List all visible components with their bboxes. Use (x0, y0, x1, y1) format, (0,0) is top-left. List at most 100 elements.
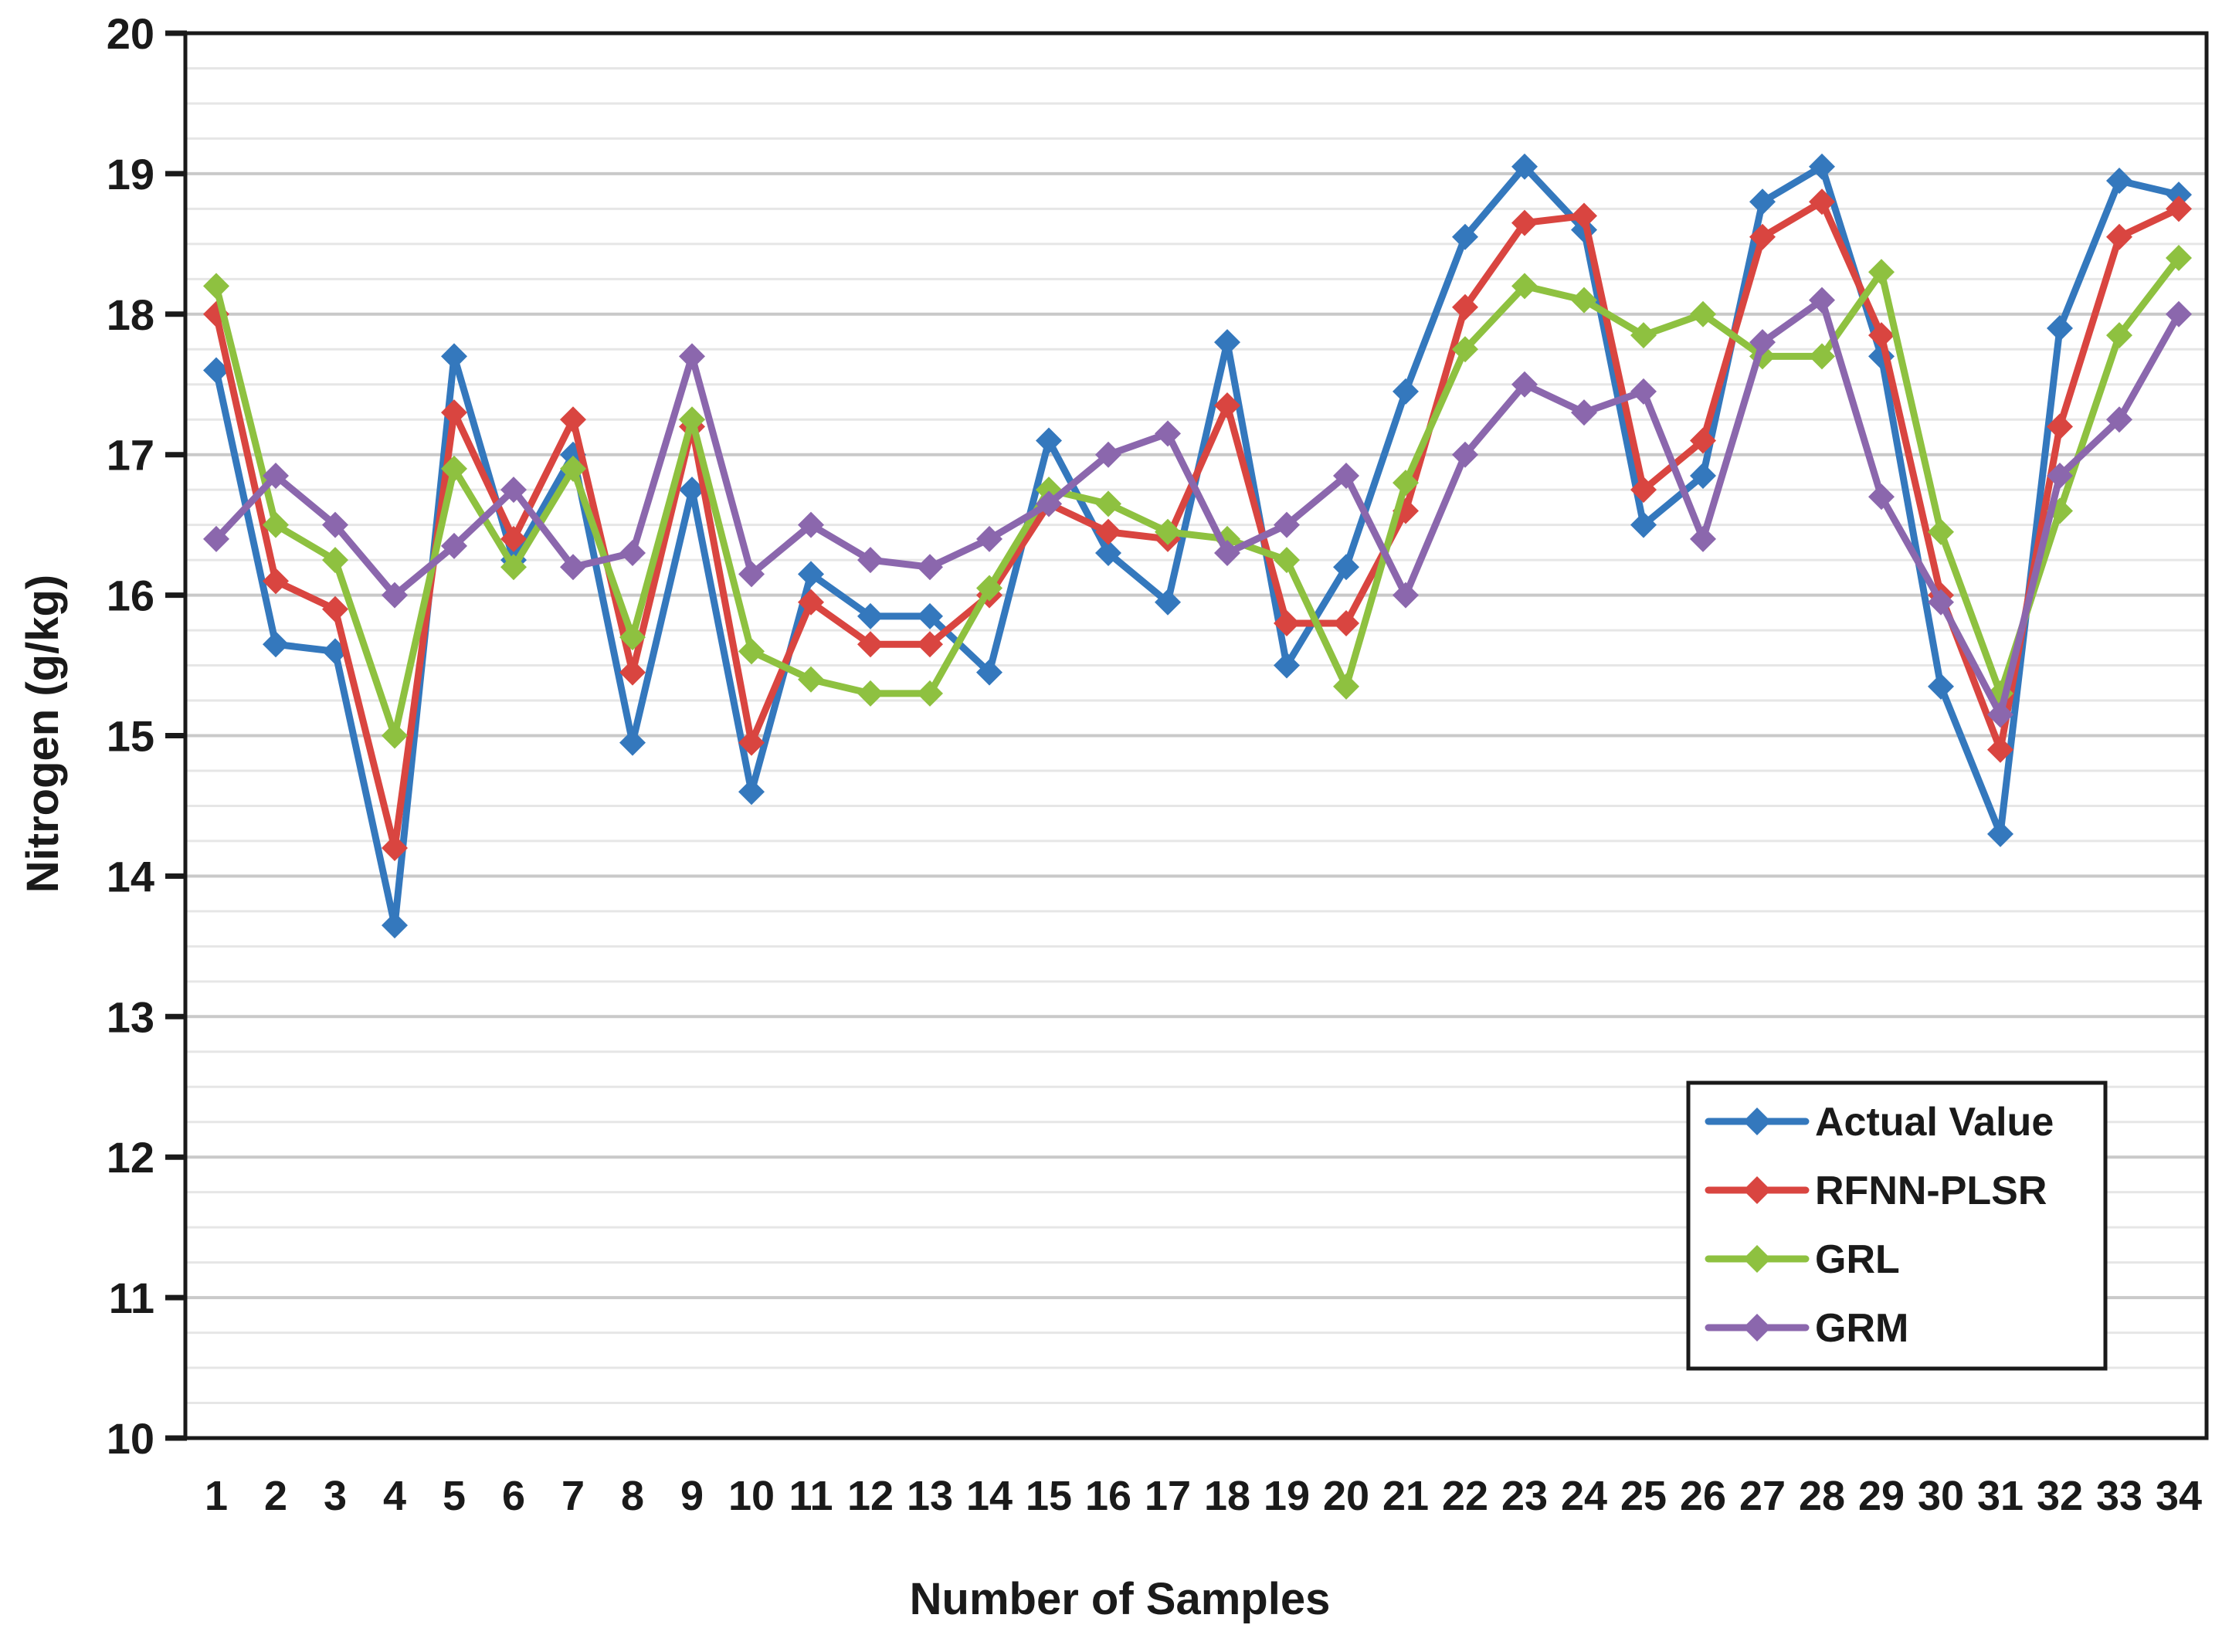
data-point-marker-grm (2106, 406, 2132, 433)
data-point-marker-grm (1928, 589, 1954, 616)
data-point-marker-actual-value (2106, 167, 2132, 194)
data-point-marker-grm (382, 582, 408, 609)
data-point-marker-grl (1630, 322, 1657, 349)
legend-marker-icon (1743, 1108, 1771, 1135)
x-tick-label: 5 (443, 1473, 466, 1519)
data-point-marker-grm (1095, 441, 1121, 468)
y-tick-label: 12 (107, 1133, 154, 1182)
chart-legend: Actual Value RFNN-PLSR GRL GRM (1686, 1080, 2108, 1371)
x-tick-label: 9 (680, 1473, 704, 1519)
legend-item-grl: GRL (1705, 1237, 1900, 1282)
data-point-marker-actual-value (1095, 540, 1121, 567)
data-point-marker-grm (976, 525, 1002, 552)
data-point-marker-grl (976, 575, 1002, 602)
data-point-marker-actual-value (382, 912, 408, 939)
data-point-marker-actual-value (679, 477, 705, 504)
data-point-marker-grm (1393, 582, 1419, 609)
data-point-marker-rfnn-plsr (1630, 477, 1657, 504)
x-tick-label: 12 (847, 1473, 894, 1519)
legend-marker-icon (1743, 1176, 1771, 1204)
y-tick-label: 17 (107, 431, 154, 480)
data-point-marker-rfnn-plsr (619, 659, 646, 686)
data-point-marker-grm (1274, 511, 1300, 538)
data-point-marker-actual-value (1214, 329, 1240, 356)
data-point-marker-grm (1155, 420, 1181, 447)
data-point-marker-actual-value (917, 602, 943, 629)
data-point-marker-grl (322, 547, 348, 574)
x-tick-label: 3 (324, 1473, 347, 1519)
data-point-marker-actual-value (1274, 652, 1300, 679)
data-point-marker-grm (917, 554, 943, 581)
data-point-marker-grm (1987, 701, 2013, 728)
data-point-marker-grl (798, 666, 824, 693)
data-point-marker-actual-value (798, 561, 824, 588)
y-axis-tick-labels: 10 11 12 13 14 15 16 17 18 19 20 (107, 9, 154, 1463)
data-point-marker-grm (1690, 525, 1716, 552)
y-tick-label: 13 (107, 992, 154, 1041)
data-point-marker-grl (2106, 322, 2132, 349)
data-point-marker-rfnn-plsr (2106, 223, 2132, 250)
data-point-marker-grl (1571, 287, 1597, 314)
y-tick-label: 10 (107, 1414, 154, 1463)
x-tick-label: 8 (621, 1473, 644, 1519)
y-tick-label: 14 (107, 852, 154, 901)
x-tick-label: 32 (2037, 1473, 2083, 1519)
data-point-marker-grl (500, 554, 527, 581)
legend-label-grl: GRL (1815, 1237, 1900, 1282)
data-point-marker-rfnn-plsr (1333, 609, 1359, 636)
data-point-marker-rfnn-plsr (1690, 427, 1716, 454)
data-point-marker-grl (1274, 547, 1300, 574)
data-point-marker-rfnn-plsr (322, 595, 348, 622)
data-point-marker-actual-value (1333, 554, 1359, 581)
y-tick-label: 20 (107, 9, 154, 58)
x-tick-label: 20 (1323, 1473, 1369, 1519)
x-tick-label: 21 (1382, 1473, 1429, 1519)
data-point-marker-grm (1868, 483, 1895, 511)
data-point-marker-actual-value (1690, 462, 1716, 489)
data-point-marker-rfnn-plsr (1868, 322, 1895, 349)
data-point-marker-actual-value (263, 631, 289, 658)
data-point-marker-grl (441, 455, 467, 482)
data-point-marker-grl (2166, 245, 2192, 272)
x-tick-label: 6 (502, 1473, 525, 1519)
y-tick-label: 15 (107, 712, 154, 761)
x-tick-label: 14 (966, 1473, 1013, 1519)
data-point-marker-rfnn-plsr (857, 631, 884, 658)
x-tick-label: 30 (1918, 1473, 1964, 1519)
data-point-marker-grm (500, 477, 527, 504)
data-point-marker-grm (1214, 540, 1240, 567)
data-point-marker-actual-value (1036, 427, 1062, 454)
data-point-marker-actual-value (1393, 378, 1419, 405)
data-point-marker-grm (619, 540, 646, 567)
data-point-marker-rfnn-plsr (441, 399, 467, 426)
data-point-marker-actual-value (857, 602, 884, 629)
data-point-marker-grm (2166, 300, 2192, 327)
data-point-marker-grm (203, 525, 229, 552)
data-point-marker-rfnn-plsr (1987, 736, 2013, 763)
data-point-marker-grl (917, 680, 943, 707)
data-point-marker-grl (619, 624, 646, 651)
data-point-marker-grm (857, 547, 884, 574)
x-tick-label: 34 (2156, 1473, 2202, 1519)
legend-item-grm: GRM (1705, 1306, 1908, 1351)
data-point-marker-actual-value (441, 343, 467, 370)
data-point-marker-grl (1690, 300, 1716, 327)
legend-item-actual-value: Actual Value (1705, 1100, 2054, 1145)
legend-marker-icon (1743, 1245, 1771, 1273)
data-point-marker-grm (441, 532, 467, 559)
data-point-marker-rfnn-plsr (1511, 209, 1538, 236)
x-tick-label: 1 (205, 1473, 228, 1519)
data-point-marker-grl (1511, 273, 1538, 300)
data-point-marker-actual-value (1809, 153, 1835, 180)
data-point-marker-grm (1333, 462, 1359, 489)
data-point-marker-grm (679, 343, 705, 370)
data-point-marker-rfnn-plsr (1809, 188, 1835, 215)
data-point-marker-rfnn-plsr (500, 525, 527, 552)
data-point-marker-actual-value (1452, 223, 1478, 250)
y-axis-ticks (165, 30, 187, 1441)
data-point-marker-grm (263, 462, 289, 489)
x-tick-label: 25 (1620, 1473, 1667, 1519)
data-point-marker-actual-value (2166, 181, 2192, 209)
